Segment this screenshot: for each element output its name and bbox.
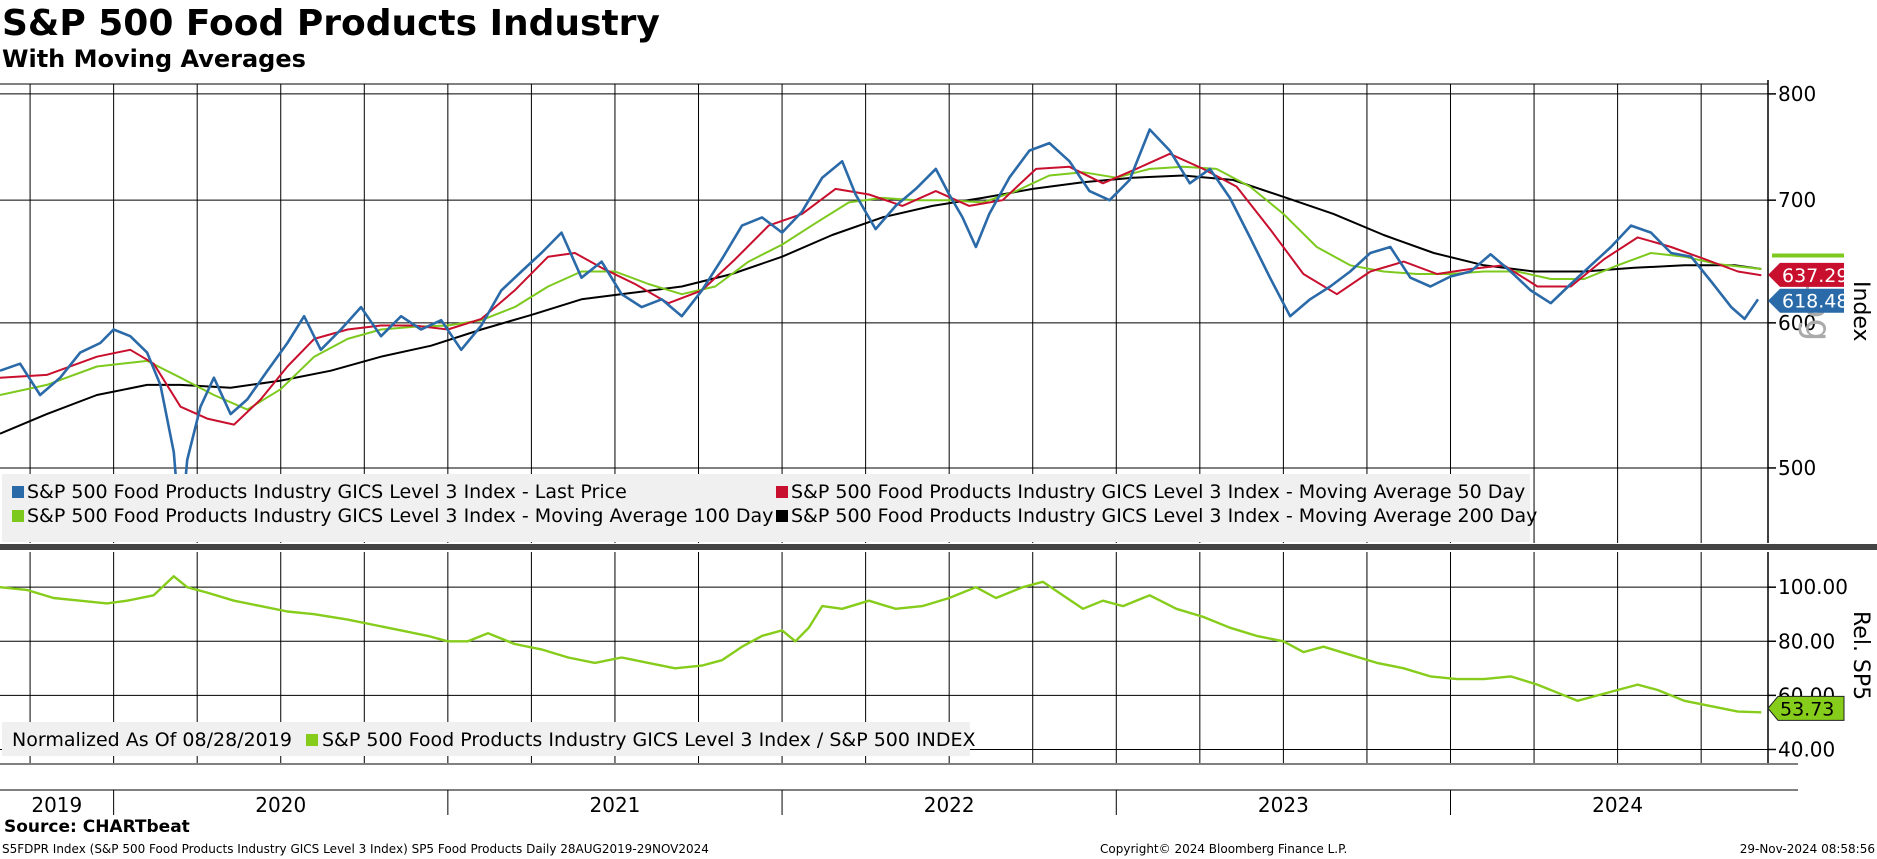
y-tick-label-top: 500 (1778, 456, 1816, 480)
legend-label-2: S&P 500 Food Products Industry GICS Leve… (27, 505, 773, 527)
x-tick-label: 2024 (1592, 793, 1643, 817)
last-price-value: 618.48 (1782, 291, 1848, 313)
chart-subtitle: With Moving Averages (2, 45, 306, 73)
last-relative-value: 53.73 (1780, 698, 1834, 720)
footer-timestamp: 29-Nov-2024 08:58:56 (1739, 842, 1875, 856)
y-tick-label-top: 700 (1778, 188, 1816, 212)
x-tick-label: 2020 (255, 793, 306, 817)
series-line-price (0, 128, 1760, 536)
legend-swatch-0 (12, 486, 24, 498)
legend-swatch-3 (776, 510, 788, 522)
x-tick-label: 2019 (31, 793, 82, 817)
legend-bottom-box (2, 722, 970, 756)
panel-divider (0, 544, 1877, 550)
series-line-ma200 (0, 174, 1762, 435)
footer-copyright: Copyright© 2024 Bloomberg Finance L.P. (1100, 842, 1348, 856)
y-tick-label-bottom: 80.00 (1778, 629, 1835, 653)
last-relative-tag (1767, 695, 1845, 721)
legend-normalized-note: Normalized As Of 08/28/2019 (12, 729, 292, 751)
legend-label-0: S&P 500 Food Products Industry GICS Leve… (27, 481, 627, 503)
legend-swatch-2 (12, 510, 24, 522)
last-ma50-value: 637.29 (1782, 265, 1848, 287)
y-tick-label-bottom: 40.00 (1778, 737, 1835, 761)
legend-top-box (2, 474, 1530, 542)
x-tick-label: 2022 (924, 793, 975, 817)
series-line-ma50 (0, 152, 1762, 426)
x-tick-label: 2023 (1258, 793, 1309, 817)
series-line-relative (0, 575, 1762, 714)
footer-description: S5FDPR Index (S&P 500 Food Products Indu… (2, 842, 709, 856)
source-note: Source: CHARTbeat (4, 817, 190, 837)
y-tick-label-bottom: 100.00 (1778, 575, 1848, 599)
legend-label-3: S&P 500 Food Products Industry GICS Leve… (791, 505, 1537, 527)
legend-swatch-relative (306, 734, 318, 746)
last-price-tag (1768, 288, 1844, 313)
x-tick-label: 2021 (590, 793, 641, 817)
legend-label-relative: S&P 500 Food Products Industry GICS Leve… (322, 729, 976, 751)
chart-title: S&P 500 Food Products Industry (2, 3, 660, 44)
legend-label-1: S&P 500 Food Products Industry GICS Leve… (791, 481, 1525, 503)
legend-swatch-1 (776, 486, 788, 498)
y-tick-label-top: 800 (1778, 82, 1816, 106)
y-tick-label-top: 600 (1778, 311, 1816, 335)
y-axis-label-top: Index (1848, 281, 1873, 342)
last-ma50-tag (1768, 262, 1844, 287)
y-axis-label-bottom: Rel. SP5 (1848, 611, 1873, 700)
